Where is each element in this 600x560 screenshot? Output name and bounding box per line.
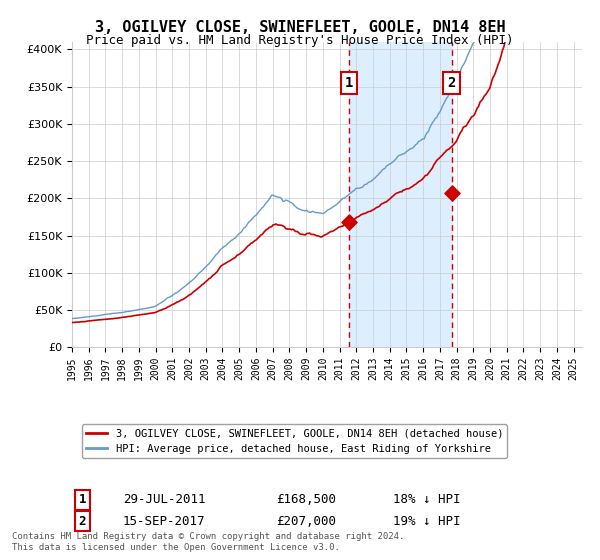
Bar — [349, 42, 452, 347]
Point — [344, 217, 354, 226]
Text: 15-SEP-2017: 15-SEP-2017 — [123, 515, 205, 528]
Text: Contains HM Land Registry data © Crown copyright and database right 2024.
This d: Contains HM Land Registry data © Crown c… — [12, 532, 404, 552]
Text: £168,500: £168,500 — [276, 493, 336, 506]
Text: 1: 1 — [79, 493, 86, 506]
Text: 2: 2 — [79, 515, 86, 528]
Legend: 3, OGILVEY CLOSE, SWINEFLEET, GOOLE, DN14 8EH (detached house), HPI: Average pri: 3, OGILVEY CLOSE, SWINEFLEET, GOOLE, DN1… — [82, 424, 508, 458]
Text: £207,000: £207,000 — [276, 515, 336, 528]
Text: 1: 1 — [345, 76, 353, 90]
Text: 2: 2 — [448, 76, 456, 90]
Text: 18% ↓ HPI: 18% ↓ HPI — [394, 493, 461, 506]
Text: 3, OGILVEY CLOSE, SWINEFLEET, GOOLE, DN14 8EH: 3, OGILVEY CLOSE, SWINEFLEET, GOOLE, DN1… — [95, 20, 505, 35]
Text: Price paid vs. HM Land Registry's House Price Index (HPI): Price paid vs. HM Land Registry's House … — [86, 34, 514, 46]
Point — [447, 189, 457, 198]
Text: 29-JUL-2011: 29-JUL-2011 — [123, 493, 205, 506]
Text: 19% ↓ HPI: 19% ↓ HPI — [394, 515, 461, 528]
